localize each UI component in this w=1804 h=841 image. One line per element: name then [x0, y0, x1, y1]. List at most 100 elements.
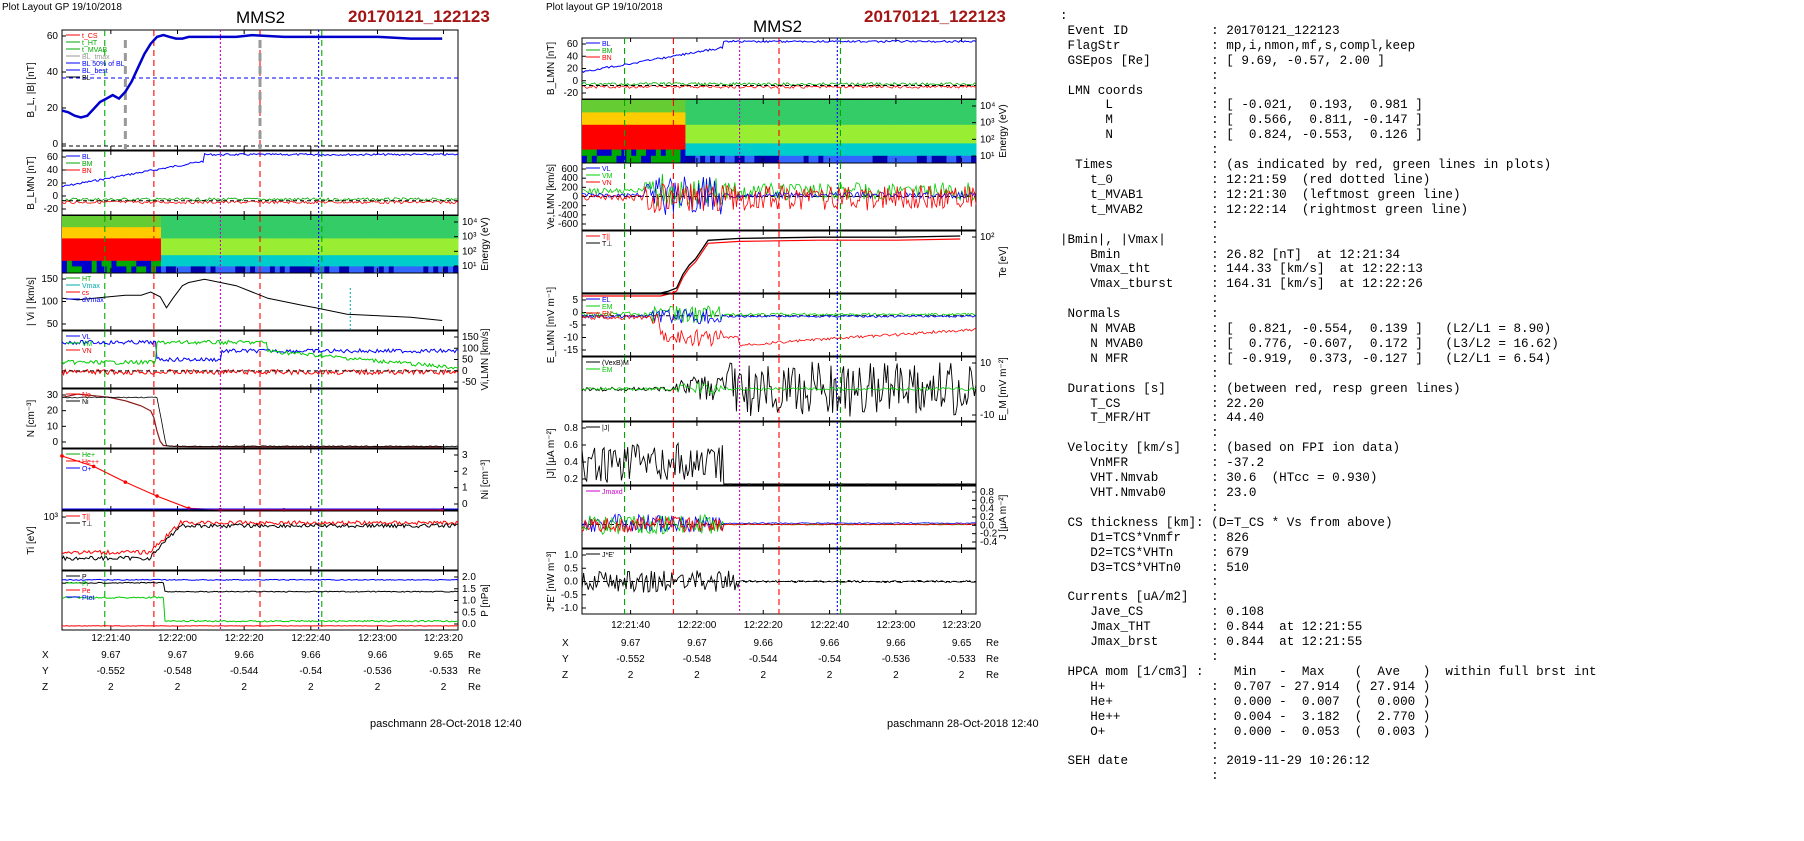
y-tick-label: 10³: [44, 512, 59, 523]
spectrogram-cell: [902, 112, 908, 120]
spectrogram-cell: [255, 232, 261, 239]
spectrogram-cell: [438, 249, 444, 256]
spectrogram-cell: [141, 249, 147, 256]
spectrogram-cell: [887, 137, 893, 144]
spectrogram-cell: [96, 244, 103, 251]
spectrogram-cell: [626, 100, 632, 107]
spectrogram-cell: [146, 221, 152, 228]
info-line: T_MFR/HT : 44.40: [1060, 411, 1265, 426]
spectrogram-cell: [798, 112, 805, 120]
spectrogram-cell: [867, 118, 874, 126]
spectrogram-cell: [269, 216, 276, 223]
spectrogram-cell: [892, 149, 898, 157]
spectrogram-cell: [813, 124, 819, 132]
y-tick-label: 0.0: [980, 520, 994, 531]
spectrogram-cell: [714, 143, 721, 151]
spectrogram-cell: [156, 255, 162, 262]
spectrogram-cell: [368, 266, 375, 273]
spectrogram-cell: [418, 266, 424, 273]
spectrogram-cell: [769, 137, 775, 144]
spectrogram-cell: [641, 124, 647, 132]
spectrogram-cell: [882, 106, 888, 113]
spectrogram-cell: [334, 221, 340, 228]
spectrogram-cell: [393, 260, 400, 267]
spectrogram-cell: [245, 238, 251, 245]
y-tick-label: 0.6: [564, 440, 578, 451]
spectrogram-cell: [626, 118, 632, 126]
spectrogram-cell: [690, 112, 696, 120]
spectrogram-cell: [334, 244, 340, 251]
spectrogram-cell: [413, 221, 419, 228]
spectrogram-cell: [136, 244, 142, 251]
spectrogram-cell: [383, 255, 390, 262]
spectrogram-cell: [205, 255, 211, 262]
spectrogram-cell: [582, 112, 588, 120]
legend-entry: BL: [602, 41, 611, 48]
spectrogram-cell: [897, 155, 903, 163]
spectrogram-cell: [205, 221, 211, 228]
position-value: 9.66: [886, 638, 906, 649]
spectrogram-cell: [86, 232, 93, 239]
spectrogram-cell: [616, 143, 622, 151]
spectrogram-cell: [314, 255, 320, 262]
spectrogram-cell: [596, 149, 603, 157]
spectrogram-cell: [349, 216, 355, 223]
spectrogram-cell: [180, 266, 187, 273]
spectrogram-cell: [121, 227, 127, 234]
spectrogram-cell: [788, 100, 795, 107]
spectrogram-cell: [611, 155, 617, 163]
y-tick-label: 10⁴: [462, 217, 477, 228]
info-line: FlagStr : mp,i,nmon,mf,s,compl,keep: [1060, 38, 1416, 53]
spectrogram-cell: [685, 118, 691, 126]
spectrogram-cell: [911, 106, 918, 113]
spectrogram-cell: [936, 112, 943, 120]
right-plot-layout-label: Plot layout GP 19/10/2018: [546, 2, 663, 13]
spectrogram-cell: [729, 118, 736, 126]
spectrogram-cell: [210, 221, 216, 228]
spectrogram-cell: [393, 244, 400, 251]
spectrogram-cell: [714, 118, 721, 126]
spectrogram-cell: [936, 124, 943, 132]
legend-entry: EN: [602, 311, 612, 318]
spectrogram-cell: [655, 131, 662, 138]
spectrogram-cell: [175, 232, 182, 239]
spectrogram-cell: [754, 118, 760, 126]
spectrogram-cell: [354, 260, 360, 267]
y-tick-label: 0: [572, 308, 578, 319]
spectrogram-cell: [774, 106, 780, 113]
spectrogram-cell: [71, 249, 78, 256]
legend-entry: T⊥: [602, 241, 612, 248]
position-value: -0.548: [163, 666, 192, 677]
spectrogram-cell: [393, 255, 400, 262]
spectrogram-cell: [611, 124, 617, 132]
spectrogram-cell: [616, 155, 622, 163]
spectrogram-cell: [205, 266, 211, 273]
spectrogram-cell: [847, 149, 854, 157]
spectrogram-cell: [131, 227, 137, 234]
right-spacecraft-title: MMS2: [753, 17, 803, 36]
spectrogram-cell: [289, 227, 296, 234]
info-line: VHT.Nmvab0 : 23.0: [1060, 486, 1257, 500]
spectrogram-cell: [926, 155, 933, 163]
spectrogram-cell: [359, 232, 365, 239]
spectrogram-cell: [76, 221, 83, 228]
spectrogram-cell: [966, 124, 972, 132]
spectrogram-cell: [185, 249, 192, 256]
spectrogram-cell: [428, 266, 434, 273]
spectrogram-cell: [714, 155, 721, 163]
position-unit: Re: [986, 670, 999, 681]
spectrogram-cell: [235, 266, 241, 273]
spectrogram-cell: [818, 100, 824, 107]
spectrogram-cell: [961, 143, 967, 151]
spectrogram-cell: [359, 255, 365, 262]
spectrogram-cell: [314, 266, 320, 273]
spectrogram-cell: [916, 112, 923, 120]
spectrogram-cell: [724, 131, 731, 138]
spectrogram-cell: [759, 155, 765, 163]
spectrogram-cell: [126, 249, 132, 256]
spectrogram-cell: [877, 118, 883, 126]
spectrogram-cell: [180, 221, 187, 228]
spectrogram-cell: [862, 118, 869, 126]
spectrogram-cell: [902, 155, 908, 163]
spectrogram-cell: [269, 260, 276, 267]
